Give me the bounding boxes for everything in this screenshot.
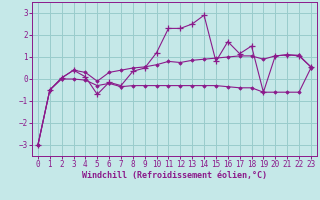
X-axis label: Windchill (Refroidissement éolien,°C): Windchill (Refroidissement éolien,°C) (82, 171, 267, 180)
